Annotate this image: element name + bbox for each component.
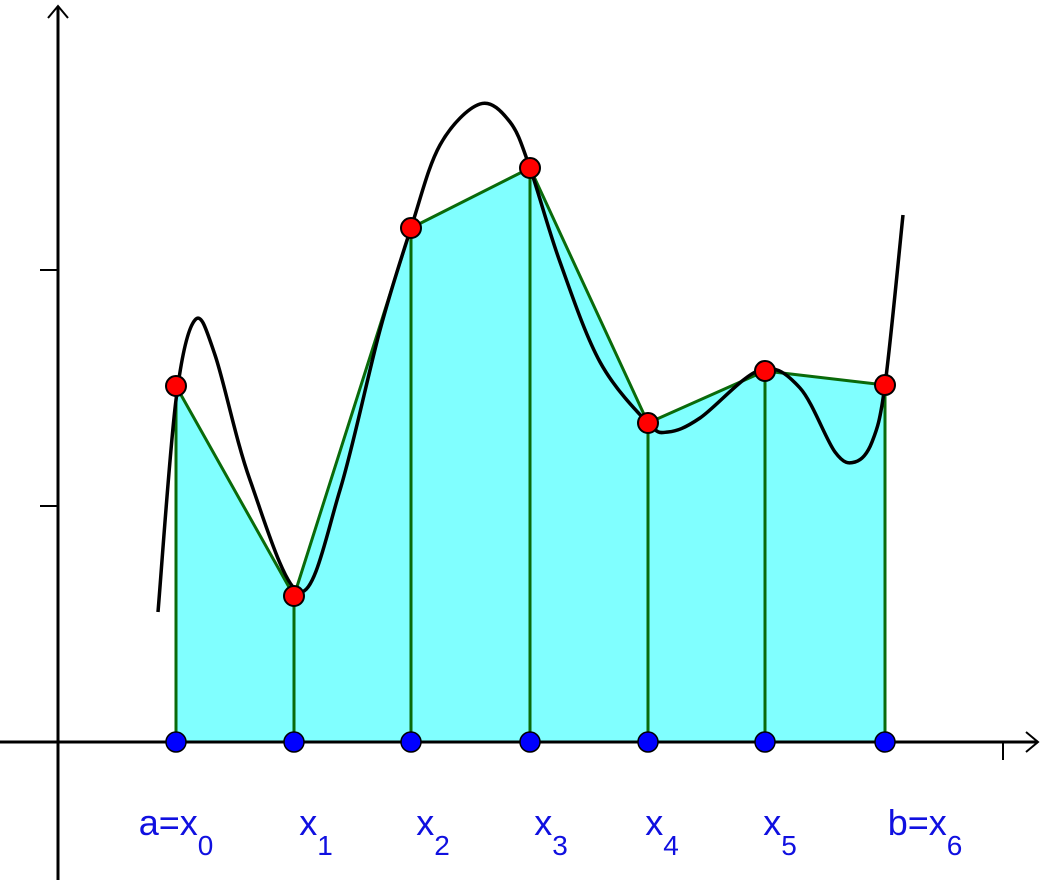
- trapezoid: [528, 166, 650, 744]
- x-label: b=x6: [888, 802, 963, 861]
- curve-point: [165, 375, 187, 397]
- label-sub: 0: [198, 830, 214, 861]
- y-arrow: [47, 4, 69, 19]
- node-point: [165, 731, 187, 753]
- node-point: [283, 731, 305, 753]
- curve-point: [754, 360, 776, 382]
- curve-point: [400, 217, 422, 239]
- curve-point: [637, 412, 659, 434]
- x-label: x1: [299, 802, 333, 861]
- x-label: a=x0: [139, 802, 214, 861]
- node-point: [519, 731, 541, 753]
- label-main: b=x: [888, 802, 947, 843]
- label-sub: 5: [781, 830, 797, 861]
- label-sub: 4: [663, 830, 679, 861]
- x-label: x2: [416, 802, 450, 861]
- node-point: [874, 731, 896, 753]
- x-label: x3: [534, 802, 568, 861]
- curve-point: [874, 374, 896, 396]
- x-label: x5: [763, 802, 797, 861]
- trapezoid: [763, 369, 887, 744]
- label-sub: 1: [317, 830, 333, 861]
- trapezoid: [409, 166, 532, 744]
- label-main: x: [416, 802, 434, 843]
- x-label: x4: [645, 802, 679, 861]
- node-point: [637, 731, 659, 753]
- trapezoid: [292, 226, 413, 744]
- label-sub: 6: [947, 830, 963, 861]
- label-main: x: [645, 802, 663, 843]
- label-main: a=x: [139, 802, 198, 843]
- trapezoid: [646, 369, 767, 744]
- node-point: [754, 731, 776, 753]
- label-sub: 2: [434, 830, 450, 861]
- label-main: x: [299, 802, 317, 843]
- label-main: x: [534, 802, 552, 843]
- points: [165, 157, 896, 753]
- x-arrow: [1025, 731, 1040, 753]
- curve-point: [283, 585, 305, 607]
- trapezoid: [174, 384, 296, 744]
- function-curve: [156, 101, 905, 613]
- curve-point: [519, 157, 541, 179]
- node-point: [400, 731, 422, 753]
- label-main: x: [763, 802, 781, 843]
- label-sub: 3: [552, 830, 568, 861]
- trapezoids: [174, 166, 887, 744]
